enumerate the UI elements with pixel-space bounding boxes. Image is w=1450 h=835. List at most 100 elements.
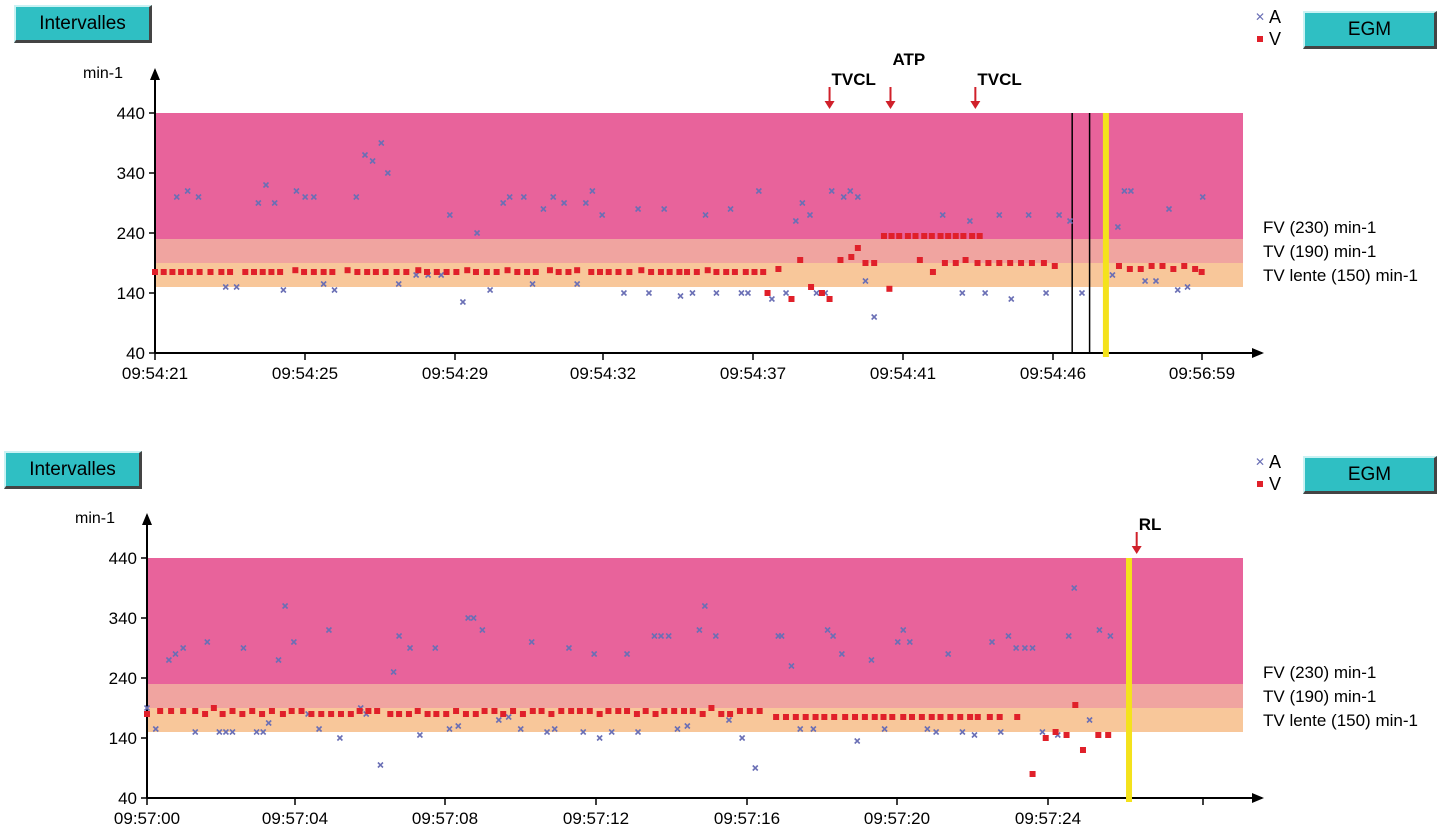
point-v <box>974 260 981 266</box>
point-v <box>356 708 363 714</box>
y-tick-label: 440 <box>109 549 137 568</box>
x-tick-label: 09:57:20 <box>864 809 930 828</box>
point-a <box>473 229 481 237</box>
point-v <box>301 269 308 275</box>
point-v <box>937 714 944 720</box>
point-v <box>443 269 450 275</box>
point-v <box>249 708 256 714</box>
legend-v-label: V <box>1269 29 1282 49</box>
legend-a: ✕ A <box>1255 6 1281 28</box>
egm-button[interactable]: EGM <box>1303 456 1437 494</box>
point-a <box>623 650 631 658</box>
point-a <box>589 187 596 195</box>
point-v <box>684 269 691 275</box>
point-a <box>416 731 423 739</box>
point-v <box>831 714 838 720</box>
point-a <box>713 289 720 297</box>
point-v <box>937 233 944 239</box>
point-v <box>1052 729 1059 735</box>
point-v <box>588 269 595 275</box>
x-tick-label: 09:54:41 <box>870 364 936 383</box>
interval-chart-2: FV (230) min-1 TV (190) min-1 TV lente (15… <box>75 510 1418 828</box>
point-v <box>519 711 526 717</box>
point-a <box>830 632 837 640</box>
point-v <box>818 290 825 296</box>
point-v <box>192 708 199 714</box>
x-tick-label: 09:57:12 <box>563 809 629 828</box>
point-v <box>239 711 246 717</box>
point-a <box>310 193 317 201</box>
point-v <box>483 269 490 275</box>
point-a <box>465 614 472 622</box>
point-a <box>1043 289 1050 297</box>
point-v <box>1014 714 1021 720</box>
point-v <box>718 711 725 717</box>
intervals-button[interactable]: Intervalles <box>14 5 152 43</box>
point-a <box>824 626 831 634</box>
point-a <box>290 638 297 646</box>
intervals-button[interactable]: Intervalles <box>4 451 142 489</box>
point-a <box>988 638 996 646</box>
point-v <box>713 269 720 275</box>
point-v <box>242 269 249 275</box>
point-a <box>377 761 384 769</box>
point-a <box>280 286 287 294</box>
point-a <box>712 632 719 640</box>
point-a <box>432 644 439 652</box>
egm-button[interactable]: EGM <box>1303 11 1437 49</box>
y-tick-label: 40 <box>118 789 137 808</box>
x-tick-label: 09:54:37 <box>720 364 786 383</box>
point-a <box>487 286 494 294</box>
point-v <box>596 269 603 275</box>
point-v <box>788 296 795 302</box>
y-tick-label: 240 <box>117 224 145 243</box>
point-a <box>574 280 581 288</box>
point-v <box>548 711 555 717</box>
point-v <box>218 269 225 275</box>
point-v <box>967 714 974 720</box>
point-v <box>207 269 214 275</box>
zone-band <box>155 113 1243 239</box>
point-a <box>222 728 229 736</box>
point-a <box>455 722 462 730</box>
x-tick-label: 09:57:24 <box>1015 809 1081 828</box>
x-tick-label: 09:57:00 <box>114 809 180 828</box>
point-a <box>768 295 775 303</box>
point-a <box>1142 277 1149 285</box>
point-v <box>928 233 935 239</box>
point-a <box>173 193 180 201</box>
y-axis-label: min-1 <box>75 510 115 527</box>
interval-panel-2: Intervalles ✕ A V EGM FV (230) min-1 TV (1… <box>0 445 1450 835</box>
point-v <box>751 269 758 275</box>
point-v <box>424 711 431 717</box>
point-v <box>871 260 878 266</box>
point-v <box>842 714 849 720</box>
point-v <box>524 269 531 275</box>
point-a <box>495 716 502 724</box>
point-v <box>624 708 631 714</box>
x-tick-label: 09:57:16 <box>714 809 780 828</box>
point-a <box>701 602 708 610</box>
point-a <box>677 292 684 300</box>
point-v <box>510 708 517 714</box>
x-tick-label: 09:54:32 <box>570 364 636 383</box>
point-v <box>500 711 507 717</box>
point-v <box>347 711 354 717</box>
point-v <box>491 708 498 714</box>
point-a <box>180 644 187 652</box>
point-a <box>520 193 527 201</box>
point-v <box>871 714 878 720</box>
point-v <box>268 269 275 275</box>
point-v <box>888 233 895 239</box>
point-v <box>596 711 603 717</box>
point-v <box>852 714 859 720</box>
point-v <box>1148 263 1155 269</box>
point-v <box>605 269 612 275</box>
point-v <box>1181 263 1188 269</box>
point-v <box>854 245 861 251</box>
point-v <box>666 269 673 275</box>
point-v <box>969 233 976 239</box>
y-tick-label: 40 <box>126 344 145 363</box>
point-a <box>152 725 159 733</box>
point-v <box>746 708 753 714</box>
